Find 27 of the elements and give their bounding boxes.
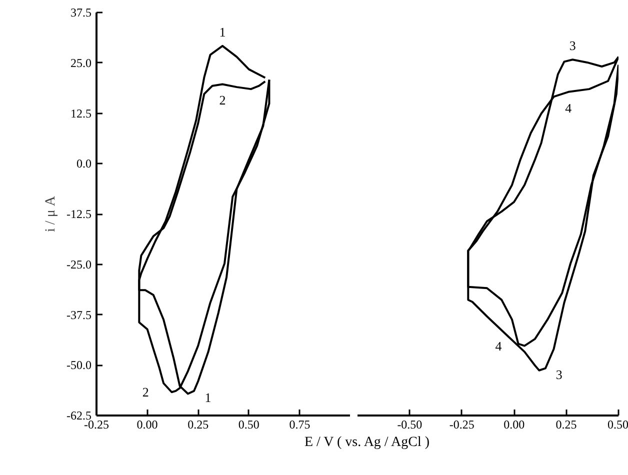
annotation: 4	[495, 338, 502, 354]
x-tick-label: -0.50	[397, 418, 422, 432]
y-tick-label: -12.5	[66, 207, 92, 221]
annotation: 1	[219, 24, 226, 40]
y-tick-label: -37.5	[66, 308, 92, 322]
annotation: 2	[142, 384, 149, 400]
x-tick-label: 0.25	[188, 418, 209, 432]
y-tick-label: 37.5	[70, 6, 92, 20]
x-tick-label: -0.25	[449, 418, 474, 432]
y-axis-title: i / μ A	[44, 195, 59, 232]
x-tick-label: 0.00	[504, 418, 525, 432]
y-tick-label: 12.5	[70, 106, 92, 120]
annotation: 3	[556, 366, 562, 382]
x-tick-label: 0.00	[136, 418, 158, 432]
annotation: 3	[569, 38, 576, 54]
annotation: 2	[219, 92, 226, 108]
x-axis-title: E / V ( vs. Ag / AgCl )	[304, 434, 430, 452]
x-tick-label: 0.50	[238, 418, 260, 432]
x-tick-label: 0.25	[556, 418, 577, 432]
y-tick-label: -50.0	[66, 358, 92, 372]
annotation: 4	[565, 100, 572, 116]
x-tick-label: 0.75	[289, 418, 310, 432]
y-tick-label: -25.0	[66, 257, 92, 272]
y-tick-label: 0.0	[76, 156, 92, 171]
y-tick-label: 25.0	[70, 56, 92, 70]
x-tick-label: 0.50	[608, 418, 628, 432]
annotation: 1	[204, 390, 212, 406]
